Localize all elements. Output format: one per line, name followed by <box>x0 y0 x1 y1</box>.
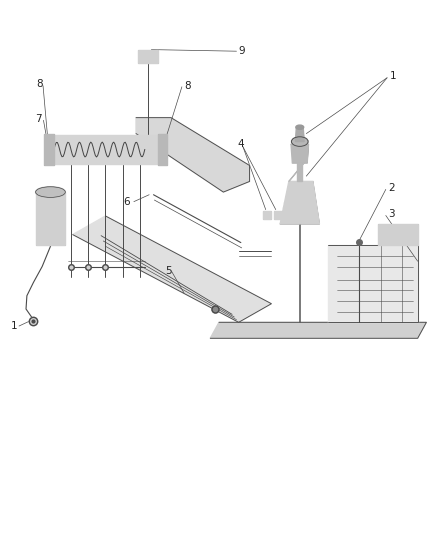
Text: 8: 8 <box>37 79 43 89</box>
Polygon shape <box>73 216 272 322</box>
Text: 7: 7 <box>35 114 41 124</box>
Text: 3: 3 <box>388 209 395 220</box>
Polygon shape <box>280 181 319 224</box>
Polygon shape <box>44 134 54 165</box>
Text: 8: 8 <box>184 81 191 91</box>
Ellipse shape <box>35 187 65 197</box>
Polygon shape <box>274 211 283 219</box>
Polygon shape <box>291 144 308 163</box>
Polygon shape <box>210 322 426 338</box>
Ellipse shape <box>296 125 304 130</box>
Text: 5: 5 <box>165 266 172 276</box>
Polygon shape <box>138 50 158 63</box>
Text: 6: 6 <box>123 197 130 207</box>
Text: 9: 9 <box>239 46 245 56</box>
Polygon shape <box>328 245 418 322</box>
Polygon shape <box>136 118 250 192</box>
Polygon shape <box>295 128 304 142</box>
Polygon shape <box>158 134 167 165</box>
Polygon shape <box>378 224 418 245</box>
Polygon shape <box>297 163 302 181</box>
Polygon shape <box>49 135 162 165</box>
Ellipse shape <box>291 137 308 147</box>
Text: 4: 4 <box>238 139 244 149</box>
Text: 1: 1 <box>390 71 397 81</box>
Polygon shape <box>263 211 272 219</box>
Polygon shape <box>35 192 65 245</box>
Text: 2: 2 <box>388 183 395 193</box>
Text: 1: 1 <box>11 321 17 331</box>
Polygon shape <box>289 163 304 181</box>
